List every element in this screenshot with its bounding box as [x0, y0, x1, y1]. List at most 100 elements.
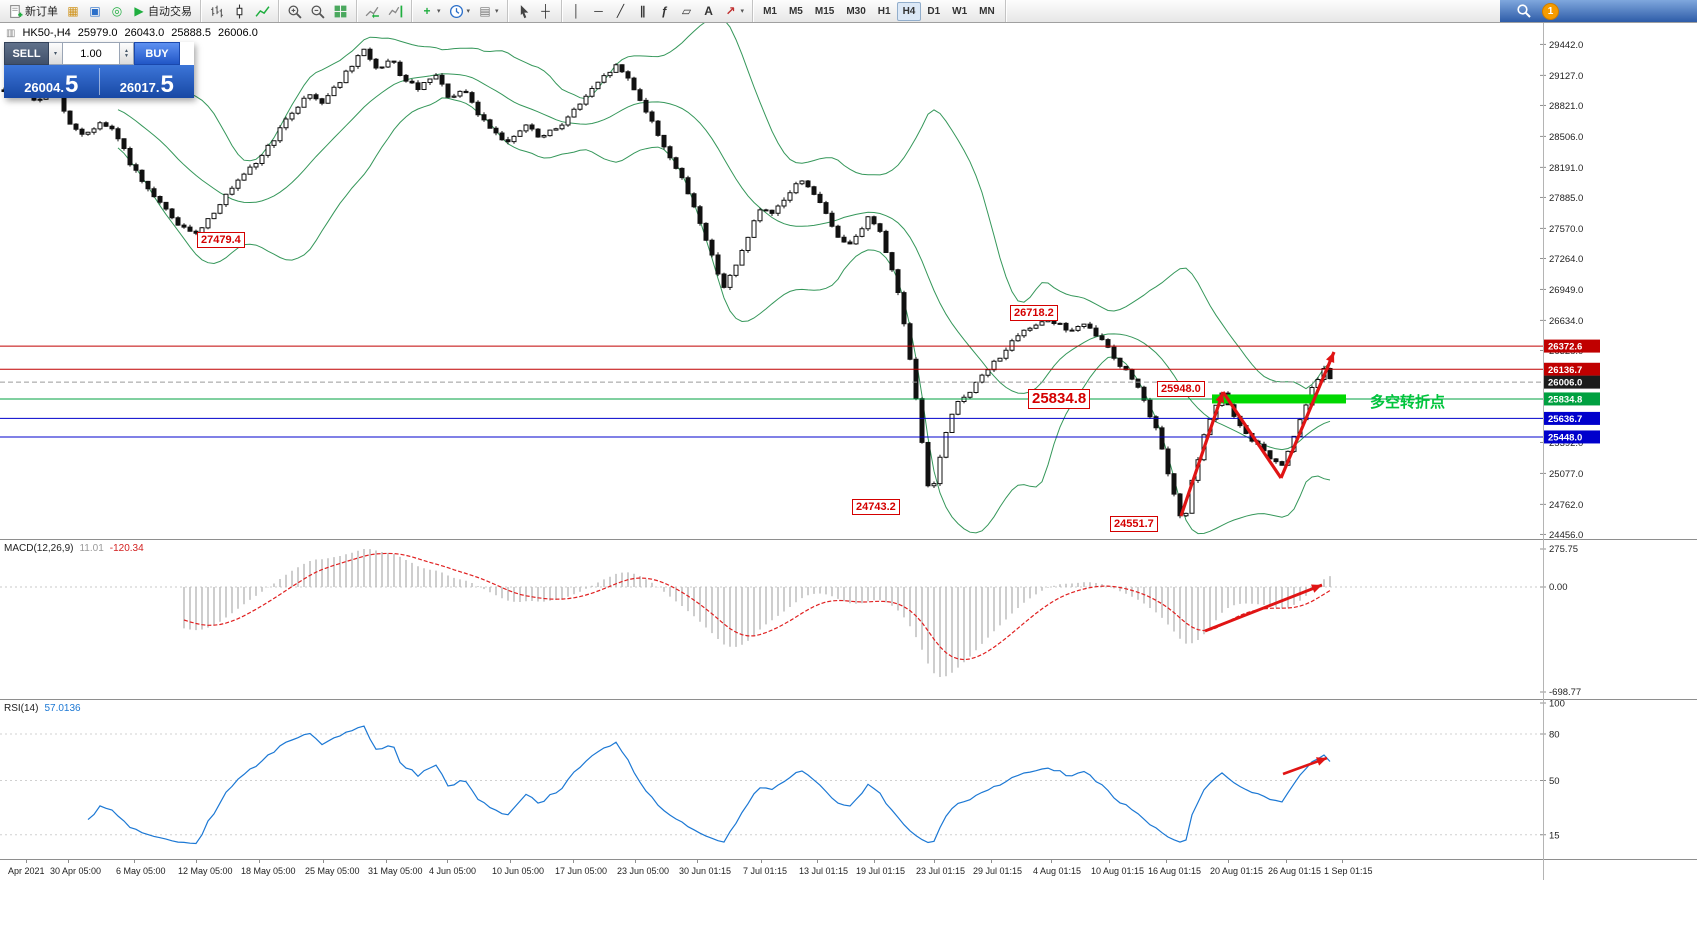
volume-spinner[interactable]: ▲ ▼ [119, 42, 134, 65]
tf-h4-button[interactable]: H4 [896, 1, 922, 21]
charts-button[interactable]: ▦ [62, 2, 84, 21]
data-window-icon: ◎ [111, 3, 123, 18]
chart-shift-button[interactable] [384, 2, 407, 21]
arrows-button[interactable]: ↗ ▾ [720, 2, 749, 21]
tf-d1-button[interactable]: D1 [921, 2, 946, 21]
price-tag-label: 26006.0 [1548, 378, 1582, 389]
trendline-button[interactable]: ╱ [610, 2, 632, 21]
x-axis-label: 23 Jun 05:00 [617, 866, 670, 876]
y-axis-label: 25392.0 [1549, 438, 1583, 449]
macd-value-signal: -120.34 [109, 543, 144, 554]
templates-button[interactable]: ▤ ▾ [474, 2, 503, 21]
x-axis-tick [134, 860, 135, 863]
macd-label: MACD(12,26,9) 11.01 -120.34 [4, 543, 144, 554]
toolbar-group-trade: 新订单 ▦ ▣ ◎ ▶ 自动交易 [0, 0, 201, 22]
auto-trading-icon: ▶ [134, 3, 144, 18]
x-axis-label: 19 Jul 01:15 [856, 866, 906, 876]
periods-button[interactable]: ▾ [445, 2, 475, 21]
ohlc-close: 26006.0 [218, 27, 258, 39]
tile-windows-button[interactable] [329, 2, 352, 21]
buy-button[interactable]: BUY [134, 42, 180, 65]
price-display: 26004. 5 26017. 5 [4, 65, 194, 98]
toolbar-group-zoom [279, 0, 357, 22]
price-tag [1544, 362, 1600, 376]
sell-button[interactable]: SELL [4, 42, 49, 65]
tile-windows-icon [334, 5, 347, 17]
auto-trading-button[interactable]: ▶ 自动交易 [128, 2, 196, 21]
x-axis-label: 17 Jun 05:00 [555, 866, 608, 876]
zoom-out-button[interactable] [306, 2, 329, 21]
time-axis[interactable]: Apr 2021 30 Apr 05:00 6 May 05:00 12 May 05… [0, 859, 1697, 882]
line-chart-button[interactable] [251, 2, 274, 21]
toolbar-group-draw: │ ─ ╱ ∥ ƒ ▱ A ↗ ▾ [562, 0, 754, 22]
auto-scroll-button[interactable] [361, 2, 384, 21]
shapes-icon: ▱ [681, 3, 692, 18]
chart-icon: ▥ [6, 27, 16, 39]
notification-badge[interactable]: 1 [1542, 2, 1559, 20]
tf-w1-button[interactable]: W1 [946, 2, 973, 21]
volume-dropdown-button[interactable]: ▾ [49, 42, 63, 65]
tf-mn-button[interactable]: MN [973, 2, 1001, 21]
price-callout: 25948.0 [1157, 381, 1205, 397]
vertical-line-button[interactable]: │ [566, 2, 588, 21]
rsi-axis-label: 80 [1549, 730, 1560, 741]
macd-histogram [183, 549, 1331, 677]
tf-h1-button[interactable]: H1 [872, 2, 897, 21]
tf-m5-button[interactable]: M5 [783, 2, 809, 21]
auto-trading-button-label: 自动交易 [148, 6, 192, 18]
indicators-button[interactable]: + ▾ [416, 2, 445, 21]
tf-m15-button[interactable]: M15 [809, 2, 840, 21]
y-axis-label: 27264.0 [1549, 254, 1583, 265]
rsi-label: RSI(14) 57.0136 [4, 703, 81, 714]
shapes-button[interactable]: ▱ [676, 2, 698, 21]
toolbar: 新订单 ▦ ▣ ◎ ▶ 自动交易 + ▾ ▾ ▤ ▾ ┼ │ ─ ╱ ∥ ƒ ▱ A ↗ ▾ M1 M5 M15 M30 H1 H4… [0, 0, 1697, 23]
chart-ohlc-label: ▥ HK50-,H4 25979.0 26043.0 25888.5 26006… [6, 27, 258, 39]
fibonacci-button[interactable]: ƒ [654, 2, 676, 21]
channel-button[interactable]: ∥ [632, 2, 654, 21]
rsi-axis-label: 50 [1549, 776, 1560, 787]
x-axis-tick [510, 860, 511, 863]
trend-arrow-head [1326, 352, 1335, 363]
tf-m1-button[interactable]: M1 [757, 2, 783, 21]
profiles-icon: ▣ [89, 3, 101, 18]
price-tag-label: 25448.0 [1548, 432, 1582, 443]
chart-window: 29442.0 29127.0 28821.0 28506.0 28191.0 27885… [0, 23, 1697, 949]
volume-input[interactable] [63, 42, 119, 65]
indicators-icon: + [423, 3, 431, 18]
toolbar-groups: 新订单 ▦ ▣ ◎ ▶ 自动交易 + ▾ ▾ ▤ ▾ ┼ │ ─ ╱ ∥ ƒ ▱ A ↗ ▾ M1 M5 M15 M30 H1 H4… [0, 0, 1006, 22]
x-axis-label: 12 May 05:00 [178, 866, 233, 876]
bar-chart-button[interactable] [205, 2, 228, 21]
cursor-button[interactable] [512, 2, 535, 21]
price-tag [1544, 411, 1600, 425]
buy-price: 26017. 5 [119, 70, 174, 98]
y-axis-label: 26634.0 [1549, 316, 1583, 327]
zoom-in-button[interactable] [283, 2, 306, 21]
fibonacci-icon: ƒ [661, 3, 668, 18]
symbol-name: HK50-,H4 [22, 27, 71, 39]
tf-d1-button-label: D1 [927, 5, 941, 17]
new-order-button[interactable]: 新订单 [4, 2, 62, 21]
crosshair-button[interactable]: ┼ [535, 2, 557, 21]
horizontal-line-button[interactable]: ─ [588, 2, 610, 21]
search-icon[interactable] [1516, 3, 1532, 19]
y-axis-label: 24456.0 [1549, 530, 1583, 539]
ohlc-high: 26043.0 [124, 27, 165, 39]
rsi-canvas[interactable]: 100 80 50 15 [0, 700, 1697, 859]
candlestick-chart-button[interactable] [228, 2, 251, 21]
x-axis-label: 23 Jul 01:15 [916, 866, 966, 876]
text-button[interactable]: A [698, 2, 720, 21]
tf-m30-button-label: M30 [846, 5, 866, 17]
price-chart-canvas[interactable]: 29442.0 29127.0 28821.0 28506.0 28191.0 27885… [0, 23, 1697, 539]
x-axis-tick [259, 860, 260, 863]
hline-icon: ─ [594, 3, 603, 18]
x-axis-tick [817, 860, 818, 863]
rsi-title: RSI(14) [4, 703, 39, 714]
toolbar-group-scroll [357, 0, 412, 22]
data-window-button[interactable]: ◎ [106, 2, 128, 21]
macd-canvas[interactable]: 275.75 0.00 -698.77 [0, 540, 1697, 699]
tf-m30-button[interactable]: M30 [840, 2, 871, 21]
profiles-button[interactable]: ▣ [84, 2, 106, 21]
chart-shift-icon [388, 5, 403, 17]
x-axis-label: 16 Aug 01:15 [1148, 866, 1202, 876]
macd-panel: 275.75 0.00 -698.77 MACD(12,26,9) 11.01 -120… [0, 539, 1697, 699]
